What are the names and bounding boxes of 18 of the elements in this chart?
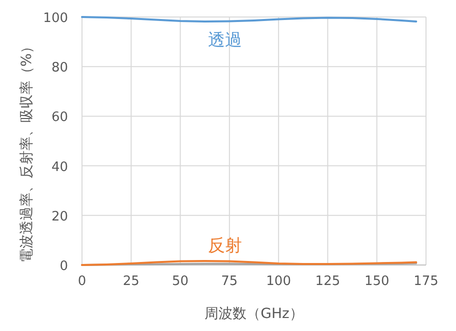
y-axis-title: 電波透過率、反射率、吸収率（%）	[19, 39, 35, 263]
y-tick-label: 40	[51, 160, 68, 175]
y-tick-label: 0	[60, 259, 68, 274]
x-tick-label: 125	[315, 274, 340, 289]
x-tick-label: 0	[78, 274, 86, 289]
x-tick-label: 50	[172, 274, 189, 289]
x-tick-label: 175	[414, 274, 438, 289]
y-tick-label: 80	[51, 60, 68, 76]
y-tick-label: 100	[43, 11, 68, 26]
x-tick-label: 150	[364, 274, 390, 289]
x-tick-label: 75	[221, 274, 238, 289]
x-axis-title: 周波数（GHz）	[204, 306, 304, 322]
x-tick-label: 100	[266, 274, 291, 289]
y-tick-label: 20	[51, 209, 68, 224]
x-tick-label: 25	[122, 274, 140, 289]
annotation: 透過	[208, 30, 242, 50]
y-tick-label: 60	[51, 110, 68, 126]
annotation: 反射	[208, 236, 242, 256]
